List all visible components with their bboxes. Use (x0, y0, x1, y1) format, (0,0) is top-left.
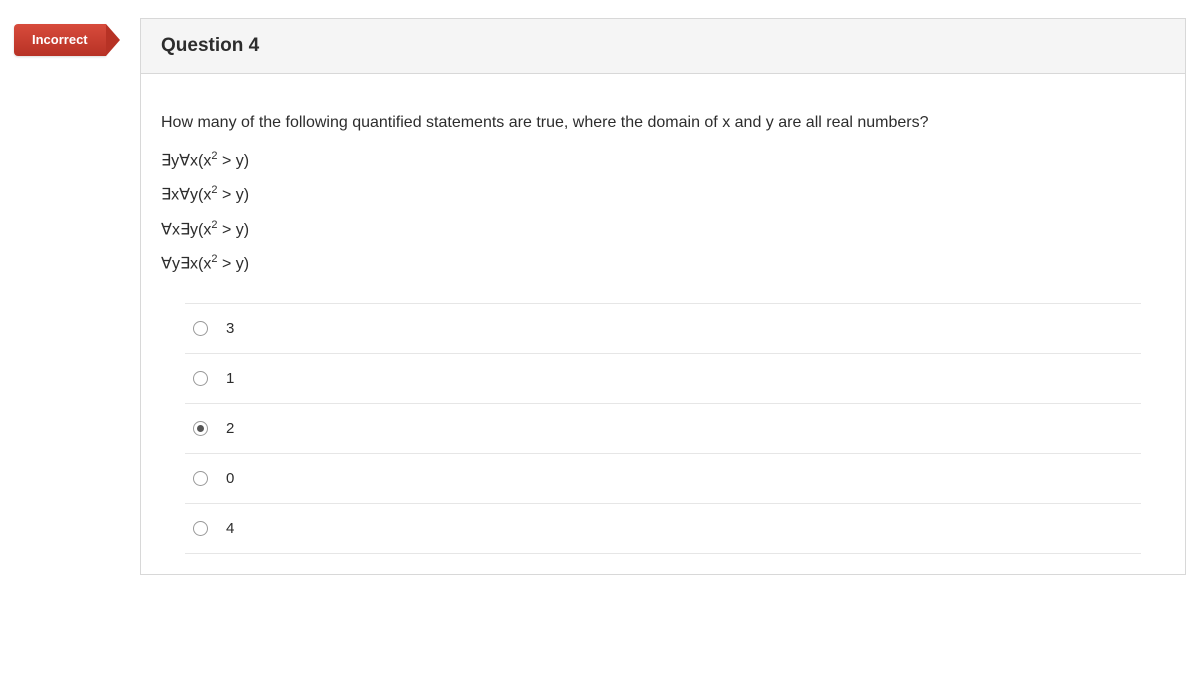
option-row[interactable]: 1 (185, 353, 1141, 403)
question-title: Question 4 (161, 35, 259, 56)
radio-icon[interactable] (193, 321, 208, 336)
ribbon-arrow-icon (106, 24, 120, 56)
option-label: 3 (226, 320, 234, 337)
option-label: 1 (226, 370, 234, 387)
status-ribbon: Incorrect (14, 24, 120, 56)
option-row[interactable]: 0 (185, 453, 1141, 503)
status-label: Incorrect (14, 24, 106, 56)
radio-icon[interactable] (193, 421, 208, 436)
option-label: 2 (226, 420, 234, 437)
radio-icon[interactable] (193, 471, 208, 486)
options-list: 3 1 2 0 4 (185, 303, 1141, 554)
statement-4: ∀y∃x(x2 > y) (161, 253, 1165, 273)
question-body: How many of the following quantified sta… (141, 74, 1185, 554)
radio-icon[interactable] (193, 521, 208, 536)
option-label: 0 (226, 470, 234, 487)
option-row[interactable]: 4 (185, 503, 1141, 554)
option-row[interactable]: 3 (185, 303, 1141, 353)
option-label: 4 (226, 520, 234, 537)
question-container: Question 4 How many of the following qua… (140, 18, 1186, 575)
statement-1: ∃y∀x(x2 > y) (161, 150, 1165, 170)
question-header: Question 4 (141, 19, 1185, 74)
question-prompt: How many of the following quantified sta… (161, 114, 1165, 132)
option-row[interactable]: 2 (185, 403, 1141, 453)
statement-2: ∃x∀y(x2 > y) (161, 184, 1165, 204)
statement-3: ∀x∃y(x2 > y) (161, 219, 1165, 239)
radio-icon[interactable] (193, 371, 208, 386)
